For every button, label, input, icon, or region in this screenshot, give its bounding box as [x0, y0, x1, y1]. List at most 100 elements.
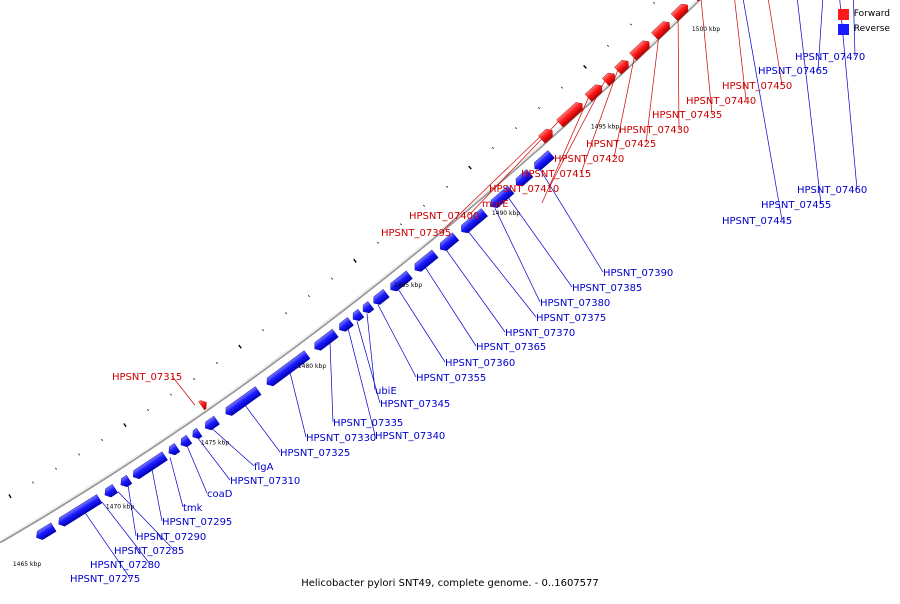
- gene-label[interactable]: HPSNT_07375: [536, 313, 606, 324]
- gene-label[interactable]: HPSNT_07365: [476, 342, 546, 353]
- gene-label[interactable]: coaD: [207, 489, 233, 500]
- gene-leader-line: [186, 445, 208, 494]
- scale-label: 1470 kbp: [106, 503, 134, 510]
- gene-leader-line: [645, 26, 661, 144]
- scale-tick: [55, 467, 57, 470]
- gene-label[interactable]: HPSNT_07390: [603, 268, 673, 279]
- gene-label[interactable]: HPSNT_07310: [230, 476, 300, 487]
- gene-label[interactable]: HPSNT_07380: [540, 298, 610, 309]
- gene-feature[interactable]: [130, 451, 168, 481]
- gene-label[interactable]: HPSNT_07410: [489, 184, 559, 195]
- gene-label[interactable]: HPSNT_07275: [70, 574, 140, 585]
- gene-label[interactable]: HPSNT_07295: [162, 517, 232, 528]
- gene-feature[interactable]: [531, 150, 555, 172]
- gene-label[interactable]: HPSNT_07285: [114, 546, 184, 557]
- gene-label[interactable]: HPSNT_07340: [375, 431, 445, 442]
- gene-label[interactable]: flgA: [254, 462, 274, 473]
- gene-feature[interactable]: [437, 232, 460, 253]
- gene-label[interactable]: HPSNT_07440: [686, 96, 756, 107]
- gene-feature[interactable]: [412, 249, 439, 274]
- scale-tick: [423, 204, 425, 207]
- gene-feature[interactable]: [190, 427, 203, 441]
- scale-tick: [446, 185, 448, 188]
- gene-leader-line: [797, 0, 822, 205]
- gene-label[interactable]: HPSNT_07450: [722, 81, 792, 92]
- gene-feature[interactable]: [556, 100, 586, 128]
- genome-caption: Helicobacter pylori SNT49, complete geno…: [301, 578, 599, 589]
- gene-feature[interactable]: [651, 19, 672, 41]
- gene-label[interactable]: HPSNT_07435: [652, 110, 722, 121]
- gene-feature[interactable]: [350, 308, 365, 323]
- gene-feature[interactable]: [34, 522, 57, 542]
- backbone-line: [0, 0, 701, 544]
- gene-label[interactable]: HPSNT_07470: [795, 52, 865, 63]
- gene-label[interactable]: murE: [482, 199, 509, 210]
- gene-leader-line: [839, 0, 858, 190]
- gene-feature[interactable]: [670, 1, 691, 22]
- gene-label[interactable]: HPSNT_07325: [280, 448, 350, 459]
- gene-label[interactable]: HPSNT_07455: [761, 200, 831, 211]
- scale-tick: [400, 223, 402, 226]
- gene-feature[interactable]: [118, 474, 133, 489]
- gene-feature[interactable]: [202, 415, 220, 432]
- gene-label[interactable]: HPSNT_07330: [306, 433, 376, 444]
- gene-label[interactable]: HPSNT_07315: [112, 372, 182, 383]
- scale-tick: [377, 241, 379, 244]
- gene-feature[interactable]: [102, 484, 119, 499]
- gene-leader-line: [127, 485, 137, 537]
- gene-feature[interactable]: [629, 38, 653, 61]
- gene-feature[interactable]: [584, 82, 605, 102]
- scale-tick: [492, 146, 494, 150]
- gene-label[interactable]: HPSNT_07420: [554, 154, 624, 165]
- gene-leader-line: [211, 428, 255, 467]
- gene-feature[interactable]: [198, 398, 210, 411]
- gene-label[interactable]: HPSNT_07290: [136, 532, 206, 543]
- gene-feature[interactable]: [388, 270, 413, 294]
- gene-label[interactable]: HPSNT_07430: [619, 125, 689, 136]
- forward-swatch: [837, 8, 849, 20]
- gene-feature[interactable]: [56, 494, 103, 528]
- gene-feature[interactable]: [371, 288, 390, 307]
- gene-feature[interactable]: [223, 386, 262, 418]
- gene-feature[interactable]: [178, 434, 193, 449]
- scale-label: 1490 kbp: [492, 210, 520, 217]
- gene-label[interactable]: ubiE: [375, 386, 397, 397]
- scale-label: 1465 kbp: [13, 561, 41, 568]
- gene-feature[interactable]: [312, 328, 339, 353]
- gene-feature[interactable]: [601, 70, 618, 87]
- gene-label[interactable]: HPSNT_07445: [722, 216, 792, 227]
- gene-feature[interactable]: [614, 58, 631, 75]
- gene-feature[interactable]: [336, 317, 354, 333]
- gene-label[interactable]: HPSNT_07335: [333, 418, 403, 429]
- gene-leader-line: [440, 128, 549, 233]
- gene-leader-line: [580, 63, 621, 174]
- gene-label[interactable]: HPSNT_07385: [572, 283, 642, 294]
- gene-label[interactable]: tmk: [183, 503, 203, 514]
- gene-label[interactable]: HPSNT_07400: [409, 211, 479, 222]
- gene-feature[interactable]: [513, 169, 534, 188]
- gene-label[interactable]: HPSNT_07280: [90, 560, 160, 571]
- gene-leader-line: [101, 501, 151, 565]
- gene-leader-line: [677, 9, 680, 130]
- gene-label[interactable]: HPSNT_07415: [521, 169, 591, 180]
- gene-leader-line: [84, 512, 131, 579]
- gene-label[interactable]: HPSNT_07460: [797, 185, 867, 196]
- gene-label[interactable]: HPSNT_07425: [586, 139, 656, 150]
- gene-feature[interactable]: [691, 0, 722, 2]
- gene-label[interactable]: HPSNT_07370: [505, 328, 575, 339]
- strand-legend: Forward Reverse: [837, 8, 890, 38]
- gene-feature[interactable]: [488, 185, 515, 211]
- gene-label[interactable]: HPSNT_07395: [381, 228, 451, 239]
- gene-feature[interactable]: [264, 350, 311, 389]
- gene-label[interactable]: HPSNT_07355: [416, 373, 486, 384]
- gene-leader-line: [347, 328, 376, 436]
- gene-feature[interactable]: [458, 208, 488, 236]
- gene-feature[interactable]: [166, 443, 181, 457]
- gene-feature[interactable]: [360, 301, 375, 315]
- gene-feature[interactable]: [538, 127, 555, 144]
- gene-label[interactable]: HPSNT_07465: [758, 66, 828, 77]
- gene-label[interactable]: HPSNT_07360: [445, 358, 515, 369]
- scale-tick: [238, 344, 242, 349]
- gene-label[interactable]: HPSNT_07345: [380, 399, 450, 410]
- gene-leader-line: [377, 304, 417, 378]
